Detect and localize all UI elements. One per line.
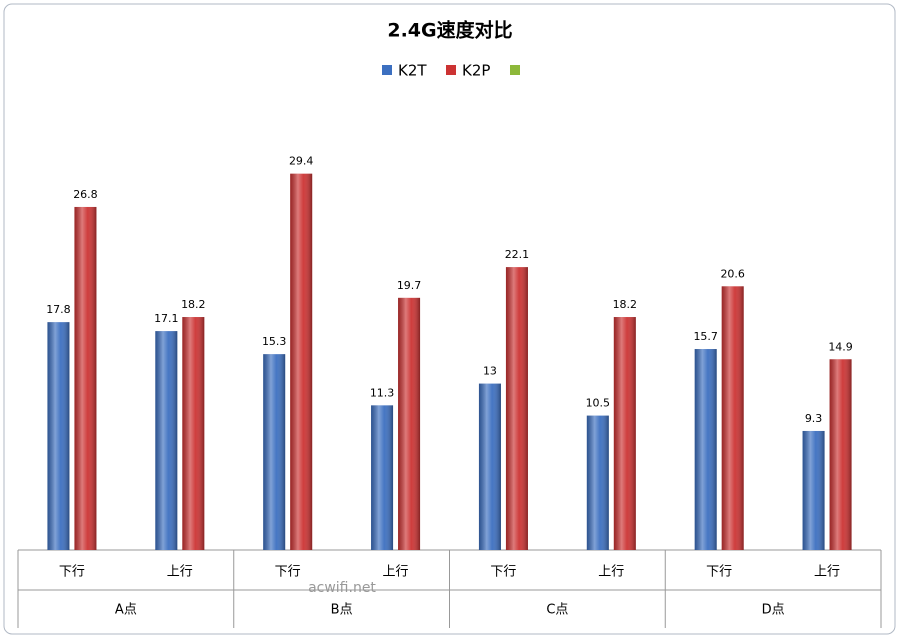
chart-frame xyxy=(3,3,896,635)
bar-shine xyxy=(586,415,609,550)
x-tick-label: 上行 xyxy=(383,565,409,580)
bar-shine xyxy=(829,359,852,550)
bar-shine xyxy=(398,297,421,550)
value-label: 19.7 xyxy=(397,279,422,292)
value-label: 22.1 xyxy=(505,248,530,261)
value-label: 9.3 xyxy=(805,412,823,425)
legend-swatch xyxy=(510,65,520,75)
group-label: D点 xyxy=(762,603,785,618)
value-label: 17.8 xyxy=(46,303,71,316)
value-label: 14.9 xyxy=(828,340,853,353)
bar-shine xyxy=(155,331,178,550)
group-label: A点 xyxy=(115,603,137,618)
bar-shine xyxy=(290,173,313,550)
value-label: 11.3 xyxy=(370,386,395,399)
bar-shine xyxy=(802,430,825,550)
x-tick-label: 下行 xyxy=(59,565,85,580)
value-label: 18.2 xyxy=(613,298,638,311)
legend-label: K2T xyxy=(398,62,427,80)
bar-shine xyxy=(182,317,205,550)
x-tick-label: 下行 xyxy=(490,565,516,580)
chart-title: 2.4G速度对比 xyxy=(387,19,512,42)
x-tick-label: 上行 xyxy=(598,565,624,580)
value-label: 10.5 xyxy=(586,397,611,410)
value-label: 15.7 xyxy=(693,330,718,343)
value-label: 17.1 xyxy=(154,312,179,325)
bar-shine xyxy=(263,354,286,550)
legend-label: K2P xyxy=(462,62,490,80)
bar-shine xyxy=(74,206,97,550)
legend-swatch xyxy=(446,65,456,75)
value-label: 18.2 xyxy=(181,298,206,311)
bar-shine xyxy=(47,322,70,550)
watermark: acwifi.net xyxy=(308,580,376,596)
bar-shine xyxy=(505,267,528,550)
bar-shine xyxy=(478,383,501,550)
value-label: 26.8 xyxy=(73,188,98,201)
x-tick-label: 下行 xyxy=(706,565,732,580)
bar-shine xyxy=(721,286,744,550)
value-label: 15.3 xyxy=(262,335,287,348)
bar-shine xyxy=(694,349,717,550)
legend-swatch xyxy=(382,65,392,75)
value-label: 20.6 xyxy=(720,267,745,280)
value-label: 13 xyxy=(483,365,497,378)
bar-shine xyxy=(371,405,394,550)
group-label: C点 xyxy=(546,603,568,618)
x-tick-label: 下行 xyxy=(275,565,301,580)
group-label: B点 xyxy=(331,603,353,618)
value-label: 29.4 xyxy=(289,155,314,168)
x-tick-label: 上行 xyxy=(167,565,193,580)
bar-shine xyxy=(613,317,636,550)
x-tick-label: 上行 xyxy=(814,565,840,580)
